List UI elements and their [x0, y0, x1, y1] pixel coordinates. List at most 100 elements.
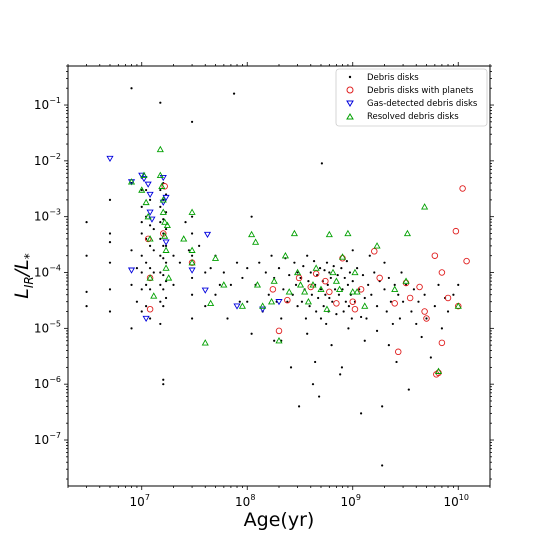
y-tick-label: 10−2 — [34, 152, 61, 168]
point-debris-disks — [387, 276, 390, 280]
point-resolved-debris-disks — [296, 281, 305, 288]
point-resolved-debris-disks — [281, 251, 289, 259]
point-debris-disks-with-planets — [146, 305, 154, 313]
legend: Debris disks Debris disks with planets G… — [335, 68, 488, 127]
point-debris-disks — [299, 276, 302, 280]
point-resolved-debris-disks — [180, 235, 188, 242]
y-axis-ticks: 10−7 10−6 10−5 10−4 10−3 10−2 10−1 — [34, 65, 494, 480]
point-debris-disks-with-planets — [144, 235, 152, 243]
legend-entry-planets: Debris disks with planets — [346, 86, 474, 96]
point-debris-disks — [108, 241, 112, 244]
point-resolved-debris-disks — [142, 198, 150, 206]
point-gas-detected-debris-disks — [162, 194, 170, 202]
point-debris-disks — [331, 300, 334, 303]
point-debris-disks — [148, 244, 152, 247]
point-debris-disks-with-planets — [161, 183, 168, 190]
point-debris-disks — [312, 260, 316, 263]
point-resolved-debris-disks — [290, 229, 298, 237]
point-resolved-debris-disks — [127, 178, 136, 185]
point-debris-disks — [145, 305, 148, 308]
point-debris-disks — [296, 271, 299, 274]
point-debris-disks — [140, 271, 143, 274]
point-resolved-debris-disks — [434, 367, 443, 374]
point-resolved-debris-disks — [317, 285, 325, 292]
point-debris-disks — [159, 322, 162, 326]
point-debris-disks — [267, 293, 270, 296]
point-resolved-debris-disks — [353, 288, 361, 295]
point-debris-disks — [400, 271, 403, 274]
point-debris-disks-with-planets — [351, 305, 359, 313]
x-tick-label: 107 — [130, 493, 150, 509]
point-resolved-debris-disks — [301, 288, 309, 295]
point-resolved-debris-disks — [267, 297, 276, 305]
point-debris-disks — [387, 344, 390, 347]
point-debris-disks — [172, 283, 175, 286]
point-resolved-debris-disks — [329, 268, 337, 276]
point-debris-disks — [241, 276, 244, 280]
point-debris-disks-with-planets — [438, 269, 446, 276]
point-debris-disks — [280, 317, 283, 320]
point-debris-disks-with-planets — [421, 308, 428, 315]
point-debris-disks — [232, 92, 236, 95]
point-debris-disks — [187, 249, 191, 252]
point-debris-disks — [162, 257, 165, 260]
point-debris-disks — [222, 271, 225, 274]
point-resolved-debris-disks — [220, 281, 228, 288]
legend-triangle-down-marker — [346, 100, 354, 107]
point-debris-disks — [343, 276, 346, 280]
point-debris-disks — [328, 271, 331, 274]
point-resolved-debris-disks — [188, 246, 196, 253]
point-debris-disks — [148, 224, 152, 227]
point-debris-disks — [347, 305, 351, 308]
point-resolved-debris-disks — [349, 288, 357, 295]
point-debris-disks — [164, 244, 168, 247]
point-debris-disks — [375, 305, 379, 308]
point-debris-disks — [329, 276, 332, 280]
point-resolved-debris-disks — [162, 264, 170, 271]
point-debris-disks — [162, 378, 165, 381]
point-resolved-debris-disks — [285, 288, 293, 295]
point-debris-disks — [325, 322, 328, 326]
point-debris-disks — [277, 266, 281, 270]
point-debris-disks — [359, 315, 363, 319]
point-debris-disks — [423, 293, 426, 296]
point-debris-disks — [302, 265, 305, 268]
point-resolved-debris-disks — [361, 302, 369, 309]
point-debris-disks — [172, 254, 175, 257]
legend-entry-resolved: Resolved debris disks — [346, 112, 459, 122]
point-debris-disks — [159, 205, 162, 208]
point-debris-disks — [410, 310, 413, 313]
point-gas-detected-debris-disks — [275, 299, 283, 306]
point-resolved-debris-disks — [294, 268, 302, 276]
point-resolved-debris-disks — [158, 182, 166, 189]
legend-label: Gas-detected debris disks — [367, 99, 478, 109]
point-resolved-debris-disks — [146, 235, 154, 242]
y-tick-label: 10−6 — [34, 375, 61, 391]
point-debris-disks — [307, 280, 310, 283]
point-debris-disks — [373, 271, 376, 274]
point-resolved-debris-disks — [248, 230, 256, 238]
point-debris-disks — [306, 332, 309, 335]
point-debris-disks-with-planets — [357, 286, 365, 293]
point-debris-disks — [164, 227, 168, 231]
point-debris-disks — [130, 87, 133, 90]
point-debris-disks — [152, 271, 155, 274]
point-debris-disks — [145, 283, 148, 286]
point-debris-disks — [446, 310, 450, 313]
point-debris-disks — [159, 271, 162, 274]
point-debris-disks — [145, 188, 148, 192]
point-debris-disks-with-planets — [326, 288, 333, 296]
point-resolved-debris-disks — [325, 230, 333, 238]
x-tick-label: 108 — [235, 493, 255, 509]
point-debris-disks — [351, 249, 354, 252]
point-debris-disks — [368, 254, 371, 257]
point-resolved-debris-disks — [159, 196, 167, 203]
point-debris-disks — [162, 288, 165, 291]
x-tick-label: 109 — [341, 493, 361, 509]
legend-dot-marker — [348, 75, 352, 79]
point-debris-disks — [214, 293, 217, 296]
legend-circle-marker — [346, 86, 354, 94]
point-debris-disks — [250, 332, 253, 335]
point-debris-disks — [397, 293, 400, 296]
point-debris-disks — [159, 237, 162, 240]
